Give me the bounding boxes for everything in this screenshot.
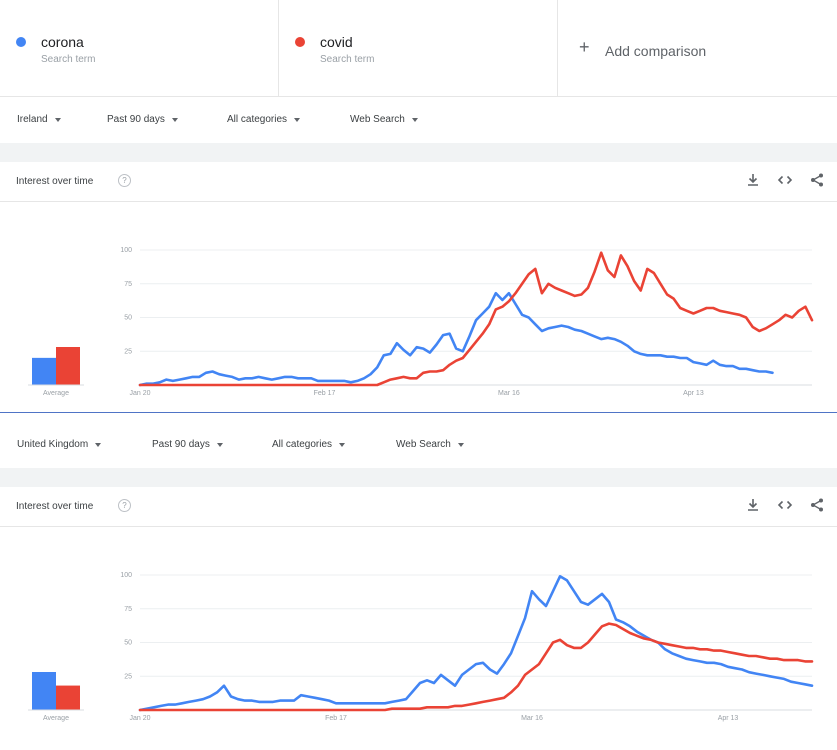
period-value: Past 90 days <box>107 114 165 125</box>
help-circle-icon[interactable]: ? <box>118 174 131 187</box>
interest-over-time-chart-1: 100 75 50 25 Jan 20 Feb 17 Mar 16 Apr 13 Average <box>28 247 814 397</box>
average-bar-covid <box>56 347 80 385</box>
card-title: Interest over time <box>16 176 94 187</box>
period-dropdown[interactable]: Past 90 days <box>107 114 178 125</box>
search-terms-bar: corona Search term covid Search term + A… <box>0 0 837 97</box>
caret-down-icon <box>339 442 346 447</box>
term-covid[interactable]: covid Search term <box>279 0 558 96</box>
region-dropdown[interactable]: Ireland <box>17 114 61 125</box>
caret-down-icon <box>457 442 464 447</box>
caret-down-icon <box>95 442 102 447</box>
interest-over-time-chart-2: 100 75 50 25 Jan 20 Feb 17 Mar 16 Apr 13 Average <box>28 572 814 722</box>
average-label: Average <box>43 390 69 397</box>
x-tick-label: Apr 13 <box>718 715 739 722</box>
series-line-covid <box>138 251 814 387</box>
add-comparison-label: Add comparison <box>605 43 707 59</box>
term-name: corona <box>41 34 84 50</box>
search-type-value: Web Search <box>396 439 451 450</box>
embed-code-icon[interactable] <box>777 497 793 513</box>
covid-color-dot <box>295 37 305 47</box>
region-value: United Kingdom <box>17 439 89 450</box>
section-gap <box>0 468 837 487</box>
region-value: Ireland <box>17 114 48 125</box>
period-value: Past 90 days <box>152 439 210 450</box>
section-gap <box>0 143 837 162</box>
embed-code-icon[interactable] <box>777 172 793 188</box>
x-tick-label: Apr 13 <box>683 390 704 397</box>
region-dropdown[interactable]: United Kingdom <box>17 439 102 450</box>
search-type-dropdown[interactable]: Web Search <box>396 439 464 450</box>
term-corona[interactable]: corona Search term <box>0 0 279 96</box>
filters-bar-1: Ireland Past 90 days All categories Web … <box>0 97 837 143</box>
category-value: All categories <box>227 114 288 125</box>
filters-bar-2: United Kingdom Past 90 days All categori… <box>0 422 837 468</box>
corona-color-dot <box>16 37 26 47</box>
y-tick-label: 25 <box>124 673 132 680</box>
average-bar-covid <box>56 685 80 710</box>
average-bar-corona <box>32 357 56 385</box>
download-icon[interactable] <box>745 172 761 188</box>
y-tick-label: 100 <box>120 572 132 579</box>
series-line-corona <box>138 574 814 712</box>
x-tick-label: Mar 16 <box>498 390 520 397</box>
caret-down-icon <box>54 117 61 122</box>
add-comparison-button[interactable]: + Add comparison <box>558 0 837 96</box>
panel-divider <box>0 412 837 413</box>
share-icon[interactable] <box>809 172 825 188</box>
period-dropdown[interactable]: Past 90 days <box>152 439 223 450</box>
search-type-dropdown[interactable]: Web Search <box>350 114 418 125</box>
x-tick-label: Feb 17 <box>325 715 347 722</box>
help-circle-icon[interactable]: ? <box>118 499 131 512</box>
y-tick-label: 50 <box>124 640 132 647</box>
term-subtitle: Search term <box>41 54 96 65</box>
y-tick-label: 25 <box>124 348 132 355</box>
y-tick-label: 50 <box>124 315 132 322</box>
series-line-covid <box>138 622 814 712</box>
average-bar-corona <box>32 672 56 710</box>
search-type-value: Web Search <box>350 114 405 125</box>
caret-down-icon <box>216 442 223 447</box>
x-tick-label: Feb 17 <box>314 390 336 397</box>
average-label: Average <box>43 715 69 722</box>
card-title: Interest over time <box>16 501 94 512</box>
term-name: covid <box>320 34 353 50</box>
x-tick-label: Jan 20 <box>129 715 150 722</box>
card-header-2: Interest over time ? <box>0 487 837 527</box>
category-value: All categories <box>272 439 333 450</box>
y-tick-label: 75 <box>124 606 132 613</box>
caret-down-icon <box>171 117 178 122</box>
series-line-corona <box>138 291 774 387</box>
caret-down-icon <box>411 117 418 122</box>
x-tick-label: Jan 20 <box>129 390 150 397</box>
y-tick-label: 75 <box>124 281 132 288</box>
plus-icon: + <box>579 37 590 57</box>
download-icon[interactable] <box>745 497 761 513</box>
caret-down-icon <box>294 117 301 122</box>
share-icon[interactable] <box>809 497 825 513</box>
y-tick-label: 100 <box>120 247 132 254</box>
card-header-1: Interest over time ? <box>0 162 837 202</box>
x-tick-label: Mar 16 <box>521 715 543 722</box>
category-dropdown[interactable]: All categories <box>227 114 301 125</box>
term-subtitle: Search term <box>320 54 375 65</box>
category-dropdown[interactable]: All categories <box>272 439 346 450</box>
